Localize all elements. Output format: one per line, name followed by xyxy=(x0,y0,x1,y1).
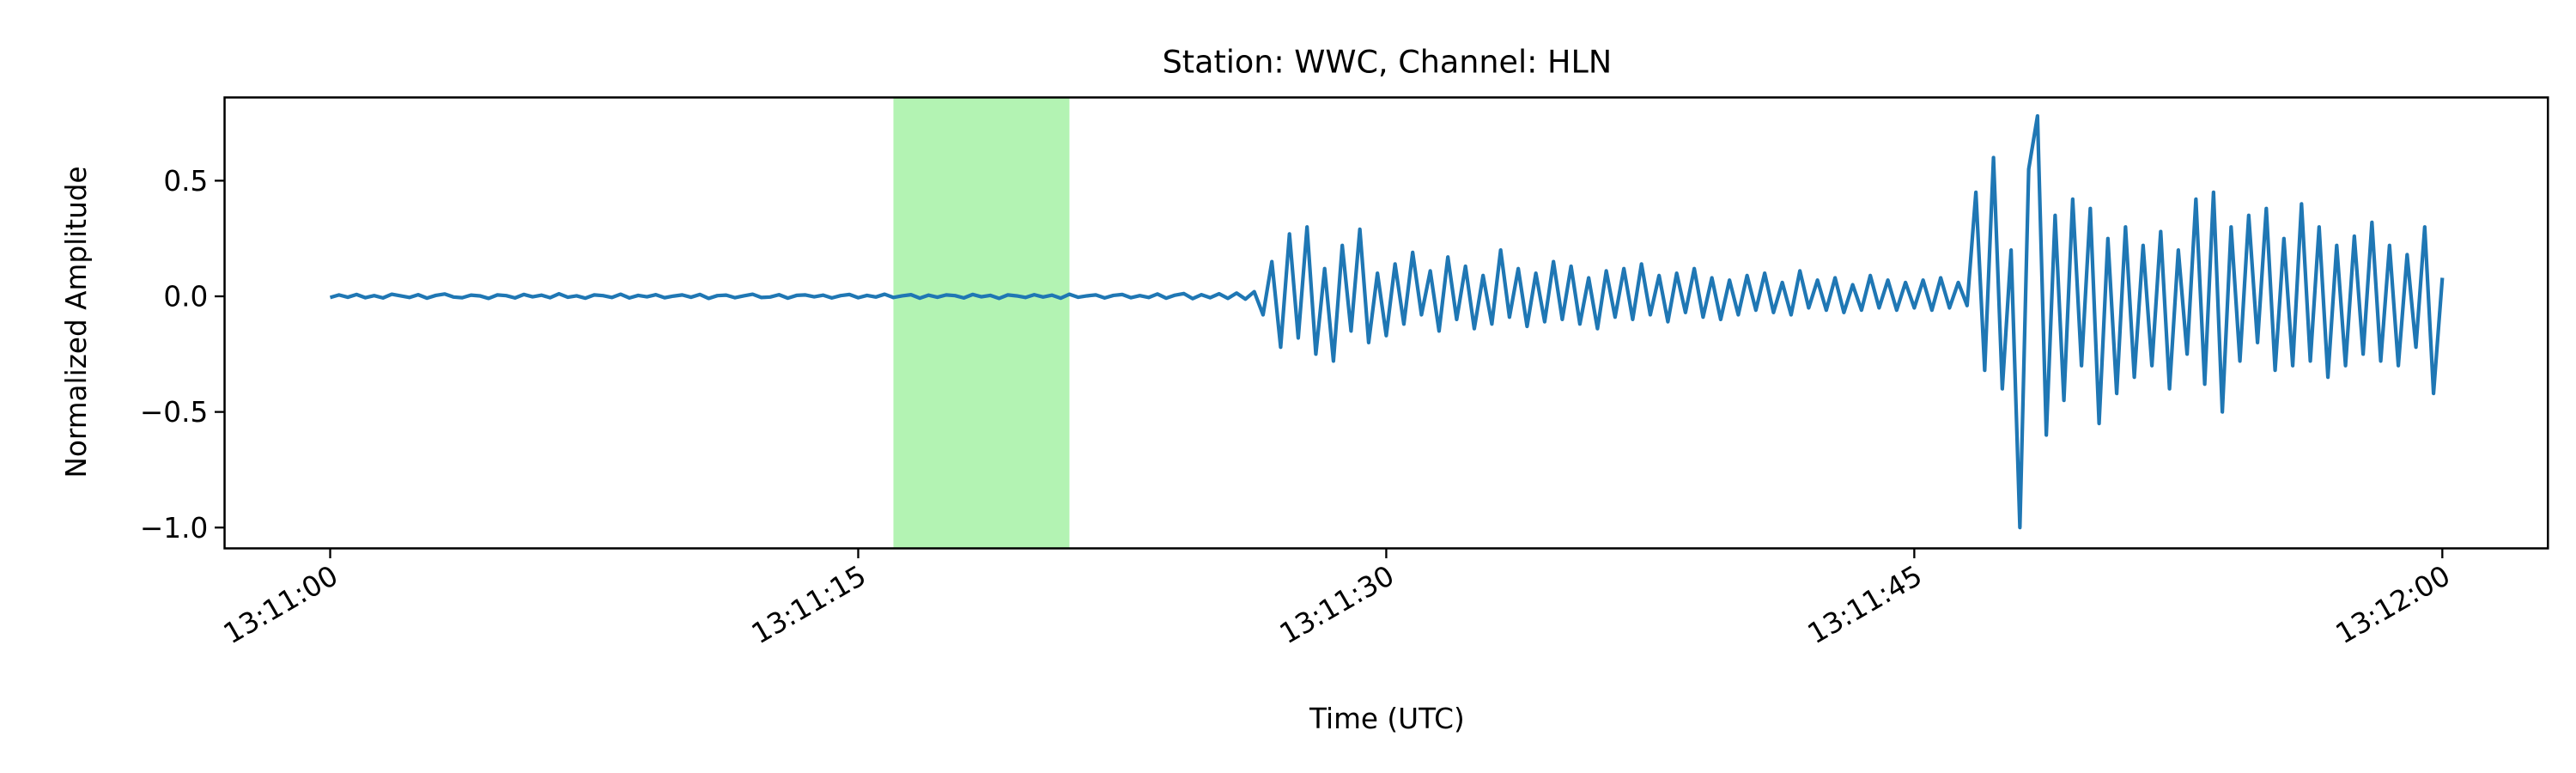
x-tick-label: 13:11:45 xyxy=(1802,559,1928,650)
x-axis-label: Time (UTC) xyxy=(1309,703,1465,735)
y-tick-label: 0.0 xyxy=(163,281,208,313)
y-tick-label: 0.5 xyxy=(163,165,208,198)
x-tick-label: 13:12:00 xyxy=(2330,559,2456,650)
y-tick-label: −0.5 xyxy=(140,396,208,429)
y-tick-label: −1.0 xyxy=(140,512,208,545)
x-tick-label: 13:11:30 xyxy=(1274,559,1400,650)
waveform-line xyxy=(329,113,2445,530)
x-tick-label: 13:11:00 xyxy=(218,559,343,650)
chart-title: Station: WWC, Channel: HLN xyxy=(1163,44,1613,81)
y-axis-label: Normalized Amplitude xyxy=(60,166,93,478)
highlight-span xyxy=(893,97,1070,549)
x-tick-label: 13:11:15 xyxy=(746,559,872,650)
